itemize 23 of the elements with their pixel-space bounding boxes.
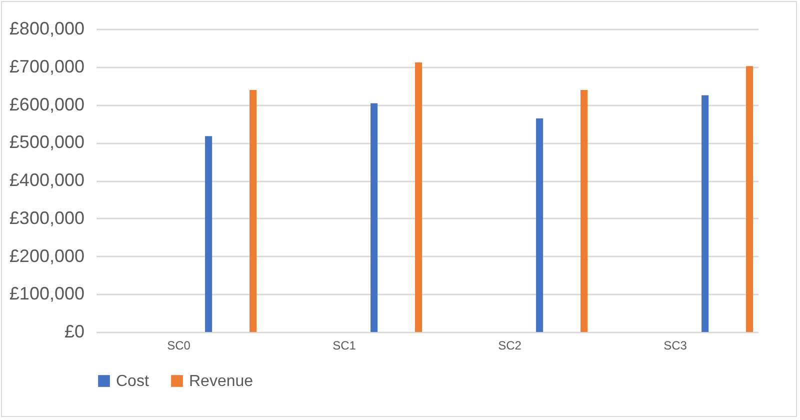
x-tick-label: SC2 xyxy=(498,338,522,352)
legend-label: Cost xyxy=(116,373,150,390)
y-tick-label: £200,000 xyxy=(9,246,84,266)
x-tick-label: SC0 xyxy=(167,338,191,352)
bar xyxy=(205,136,212,332)
bar xyxy=(536,118,544,332)
y-tick-label: £0 xyxy=(64,322,84,342)
bar xyxy=(370,103,378,332)
y-tick-label: £600,000 xyxy=(9,94,84,114)
y-tick-label: £700,000 xyxy=(9,56,84,76)
x-tick-label: SC1 xyxy=(332,338,356,352)
y-tick-label: £400,000 xyxy=(9,170,84,190)
y-tick-label: £500,000 xyxy=(9,132,84,152)
bar xyxy=(415,62,422,332)
y-tick-label: £300,000 xyxy=(9,208,84,228)
bar xyxy=(250,90,257,332)
legend-label: Revenue xyxy=(189,373,254,390)
bar xyxy=(580,90,588,332)
y-tick-label: £100,000 xyxy=(9,284,84,304)
y-tick-label: £800,000 xyxy=(9,18,84,38)
bar xyxy=(702,95,709,332)
bar xyxy=(746,66,754,332)
x-tick-label: SC3 xyxy=(664,338,688,352)
